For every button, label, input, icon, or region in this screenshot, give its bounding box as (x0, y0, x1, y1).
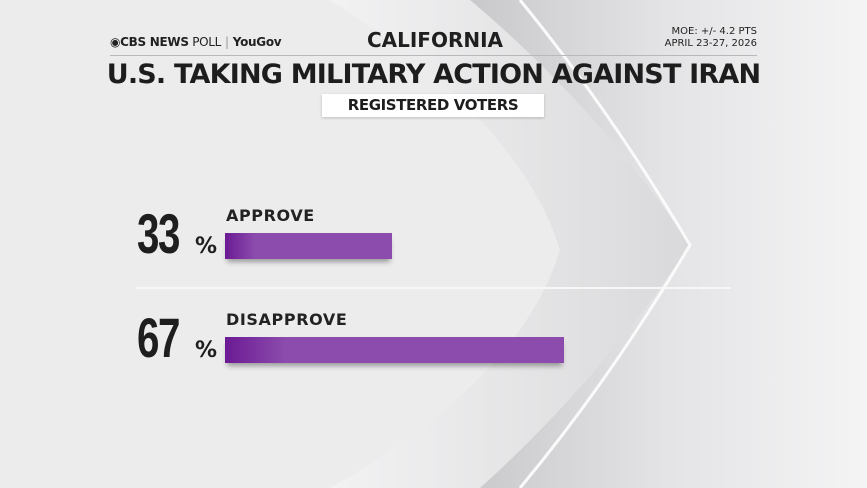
percent-sign: % (195, 338, 218, 363)
subgroup-label: REGISTERED VOTERS (322, 94, 544, 117)
row-divider (136, 287, 731, 289)
value-label: 67 (137, 306, 180, 369)
poll-info: MOE: +/- 4.2 PTS APRIL 23-27, 2026 (665, 26, 757, 50)
logo-primary: CBS NEWS (120, 35, 189, 49)
chart-title: U.S. TAKING MILITARY ACTION AGAINST IRAN (106, 59, 761, 90)
poll-dates: APRIL 23-27, 2026 (664, 38, 757, 49)
header-rule (110, 55, 757, 56)
logo-secondary: POLL (192, 35, 222, 49)
percent-sign: % (195, 234, 218, 259)
category-label: APPROVE (226, 206, 315, 225)
cbs-eye-icon: ◉ (110, 35, 121, 49)
value-label: 33 (137, 202, 180, 265)
category-label: DISAPPROVE (226, 310, 348, 329)
bar-disapprove (225, 337, 565, 363)
cbs-yougov-logo: ◉CBS NEWS POLL | YouGov (110, 35, 282, 49)
margin-of-error: MOE: +/- 4.2 PTS (671, 26, 757, 37)
bar-approve (225, 233, 392, 259)
state-label: CALIFORNIA (366, 28, 504, 52)
logo-partner: YouGov (232, 35, 282, 49)
